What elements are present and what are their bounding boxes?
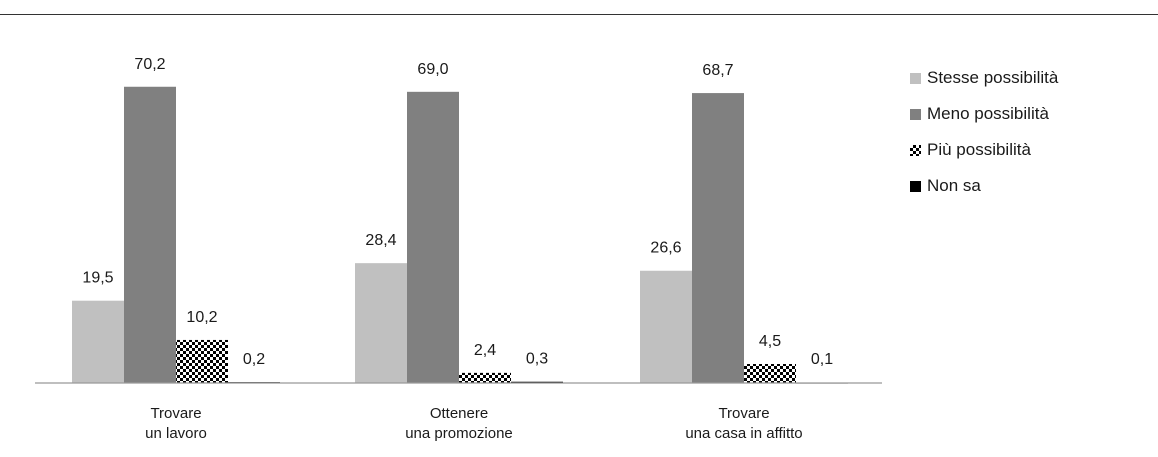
data-label: 19,5 — [82, 270, 113, 287]
category-label: una promozione — [405, 425, 513, 442]
data-label: 0,1 — [811, 351, 833, 368]
data-label: 10,2 — [186, 309, 217, 326]
bar-stesse-3 — [640, 270, 692, 383]
legend: Stesse possibilità Meno possibilità Più … — [910, 60, 1058, 204]
bar-piu-1 — [176, 339, 228, 383]
bar-non-sa-2 — [511, 381, 563, 383]
data-label: 2,4 — [474, 342, 496, 359]
legend-label: Più possibilità — [927, 140, 1031, 159]
legend-label: Meno possibilità — [927, 104, 1049, 123]
bar-meno-2 — [407, 91, 459, 383]
legend-item-meno: Meno possibilità — [910, 96, 1058, 132]
category-label: una casa in affitto — [685, 425, 802, 442]
data-label: 0,2 — [243, 351, 265, 368]
bar-meno-3 — [692, 93, 744, 383]
category-label: Ottenere — [430, 405, 488, 422]
data-label: 69,0 — [417, 61, 448, 78]
legend-swatch — [910, 72, 921, 84]
category-label: Trovare — [718, 405, 769, 422]
legend-item-piu: Più possibilità — [910, 132, 1058, 168]
bar-piu-3 — [744, 364, 796, 383]
category-label: un lavoro — [145, 425, 207, 442]
bar-piu-2 — [459, 372, 511, 383]
legend-swatch — [910, 108, 921, 120]
data-label: 70,2 — [134, 56, 165, 73]
data-label: 4,5 — [759, 333, 781, 350]
legend-label: Stesse possibilità — [927, 68, 1059, 87]
data-label: 26,6 — [650, 240, 681, 257]
category-label: Trovare — [150, 405, 201, 422]
data-label: 28,4 — [365, 232, 396, 249]
bar-meno-1 — [124, 86, 176, 384]
bar-stesse-1 — [72, 300, 124, 383]
legend-swatch — [910, 144, 921, 156]
bar-chart: 19,5 28,4 26,6 70,2 69,0 68,7 10,2 2,4 4,5 0,2 0,3… — [35, 56, 882, 442]
legend-item-non-sa: Non sa — [910, 168, 1058, 204]
bar-stesse-2 — [355, 263, 407, 383]
data-label: 0,3 — [526, 351, 548, 368]
legend-swatch — [910, 180, 921, 192]
data-label: 68,7 — [702, 62, 733, 79]
legend-item-stesse: Stesse possibilità — [910, 60, 1058, 96]
legend-label: Non sa — [927, 176, 981, 195]
top-rule — [0, 14, 1158, 15]
